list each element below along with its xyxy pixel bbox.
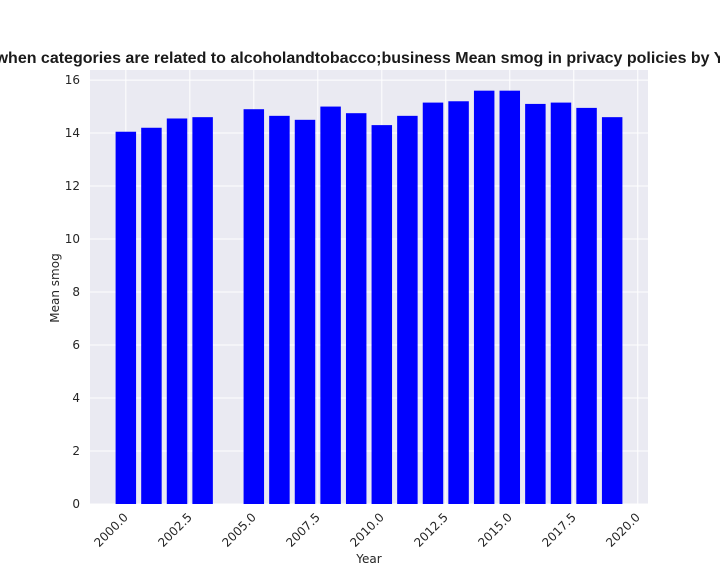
y-tick-label: 12 <box>65 179 80 193</box>
x-tick-label: 2010.0 <box>347 510 387 550</box>
bar-2018 <box>576 107 597 504</box>
bar-2010 <box>371 125 393 504</box>
bar-2019 <box>601 117 623 505</box>
bar-2014 <box>473 90 495 505</box>
y-axis-label: Mean smog <box>48 253 62 322</box>
bar-2006 <box>269 115 290 504</box>
bar-2017 <box>550 102 572 504</box>
bar-2008 <box>320 106 341 505</box>
bar-2001 <box>141 127 162 504</box>
y-tick-label: 16 <box>65 73 80 87</box>
x-tick-label: 2005.0 <box>219 510 259 550</box>
y-tick-label: 6 <box>72 338 80 352</box>
x-tick-labels: 2000.0 2002.5 2005.0 2007.5 2010.0 2012.5 2015… <box>91 510 643 550</box>
chart-title: when categories are related to alcoholan… <box>0 50 720 67</box>
x-axis-label: Year <box>355 552 381 566</box>
x-tick-label: 2017.5 <box>539 510 579 550</box>
bar-2007 <box>294 119 316 505</box>
y-tick-label: 2 <box>72 444 80 458</box>
bar-2016 <box>525 103 546 505</box>
bars <box>115 90 623 505</box>
bar-2012 <box>422 102 444 504</box>
bar-2013 <box>448 101 469 504</box>
y-tick-label: 14 <box>65 126 80 140</box>
bar-2011 <box>397 115 418 504</box>
x-tick-label: 2012.5 <box>411 510 451 550</box>
y-tick-label: 4 <box>72 391 80 405</box>
y-tick-label: 0 <box>72 497 80 511</box>
y-tick-label: 8 <box>72 285 80 299</box>
bar-2005 <box>243 109 265 504</box>
x-tick-label: 2020.0 <box>603 510 643 550</box>
x-tick-label: 2002.5 <box>155 510 195 550</box>
y-tick-label: 10 <box>65 232 80 246</box>
y-tick-labels: 0 2 4 6 8 10 12 14 16 <box>65 73 80 511</box>
x-tick-label: 2000.0 <box>91 510 131 550</box>
bar-2002 <box>166 118 188 504</box>
x-tick-label: 2007.5 <box>283 510 323 550</box>
bar-2003 <box>192 117 213 505</box>
x-tick-label: 2015.0 <box>475 510 515 550</box>
bar-2015 <box>499 90 521 505</box>
bar-2009 <box>345 113 367 504</box>
bar-2000 <box>115 131 137 504</box>
